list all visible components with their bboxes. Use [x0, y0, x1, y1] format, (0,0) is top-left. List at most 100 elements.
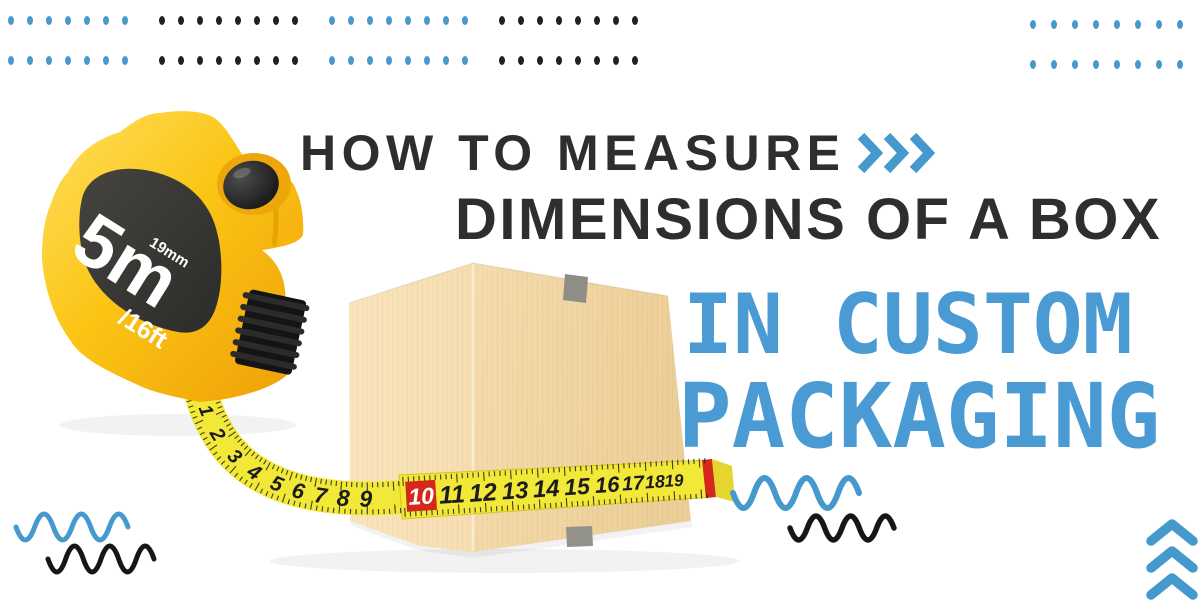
tape-tick [216, 456, 222, 461]
decor-dot [443, 16, 449, 25]
decor-dot [424, 56, 430, 65]
tape-number: 10 [408, 482, 435, 510]
tape-tick [287, 499, 290, 505]
tape-tick [194, 419, 204, 425]
tape-tick [265, 491, 269, 497]
decor-dot [103, 16, 109, 25]
subtitle-line-1: IN CUSTOM [683, 283, 1133, 366]
decor-dot [292, 16, 298, 25]
tape-tick [199, 431, 205, 436]
wave-squiggles [13, 475, 897, 575]
wave-squiggle-icon [45, 543, 157, 575]
tape-tick [536, 468, 539, 478]
tape-tick [258, 457, 263, 462]
decor-dot [1177, 60, 1183, 69]
decor-dot [462, 56, 468, 65]
tape-tick [215, 401, 221, 405]
tape-tick [315, 505, 318, 511]
subtitle-line-1-text: IN CUSTOM [683, 276, 1133, 373]
tape-tick [249, 482, 253, 488]
tape-tick [298, 502, 301, 508]
tape-tick [192, 416, 198, 419]
decor-dot [348, 56, 354, 65]
decor-dot [329, 56, 335, 65]
tape-tick [205, 441, 211, 446]
tape-tick [202, 436, 208, 441]
up-chevron-icon [1146, 519, 1198, 546]
tape-number: 9 [359, 486, 372, 512]
decor-dot [273, 56, 279, 65]
decor-dot [367, 16, 373, 25]
tape-tick [215, 410, 225, 416]
decor-dot [367, 56, 373, 65]
tape-tick [226, 423, 231, 427]
tape-tick [276, 466, 280, 472]
subtitle-line-2: PACKAGING [678, 372, 1160, 461]
tape-tick [209, 444, 218, 451]
tape-tick [563, 466, 566, 476]
tape-tick [340, 481, 343, 491]
tape-tick [673, 491, 676, 501]
decor-dot [216, 16, 222, 25]
decor-dot [46, 56, 52, 65]
decor-dot [329, 16, 335, 25]
tape-tick [295, 473, 298, 479]
tape-tick [404, 507, 406, 517]
decor-dot [386, 56, 392, 65]
tape-curve [183, 385, 403, 516]
tape-measure: 5m 19mm /16ft [42, 111, 310, 403]
tape-tick [244, 479, 248, 485]
decor-dot [575, 56, 581, 65]
decor-dot [84, 56, 90, 65]
tape-tick [244, 448, 252, 457]
decor-dot [122, 16, 128, 25]
tape-tick [240, 442, 245, 447]
triple-right-chevron-icon [857, 132, 935, 174]
tape-tick [212, 451, 218, 456]
tape-tick [338, 504, 341, 514]
decor-dot [178, 16, 184, 25]
decor-dot [556, 56, 562, 65]
tape-tick [190, 410, 196, 414]
tape-tick [188, 405, 194, 408]
decor-dot [46, 16, 52, 25]
tape-tick [565, 497, 568, 507]
belt-clip [230, 289, 310, 375]
decor-dot [122, 56, 128, 65]
decor-dot [1093, 60, 1099, 69]
tape-measure-label [79, 168, 222, 333]
decor-dot [159, 16, 165, 25]
tape-tick [538, 499, 541, 509]
decor-dot [159, 56, 165, 65]
up-chevron-stack [1146, 519, 1198, 600]
decor-dot [443, 56, 449, 65]
tape-tick [484, 502, 487, 512]
tape-tick [483, 471, 485, 481]
decor-dot [1051, 60, 1057, 69]
tape-number: 8 [336, 484, 351, 511]
decor-dot [518, 56, 524, 65]
wave-squiggle-icon [787, 513, 897, 543]
decor-dot [1177, 20, 1183, 29]
tape-tick [197, 426, 203, 430]
decor-dot [8, 16, 14, 25]
tape-tick [392, 481, 395, 491]
tape-tick [229, 465, 237, 474]
box-bottom-tape-strip [566, 526, 593, 547]
box-shadow [270, 549, 740, 573]
tape-tick [259, 488, 264, 494]
tape-tick-marks [184, 387, 708, 517]
right-chevron-icon [883, 132, 909, 174]
tape-tick [243, 445, 249, 450]
decor-dot [235, 56, 241, 65]
tape-tick [310, 500, 313, 510]
decor-dot [27, 16, 33, 25]
decor-dot [1072, 20, 1078, 29]
title-line-2-text: DIMENSIONS OF A BOX [455, 187, 1163, 252]
tape-tick [228, 431, 237, 438]
tape-tick [280, 468, 284, 474]
decor-dot [348, 16, 354, 25]
decor-dot [518, 16, 524, 25]
tape-tick [314, 477, 318, 488]
tape-tick [671, 460, 674, 470]
